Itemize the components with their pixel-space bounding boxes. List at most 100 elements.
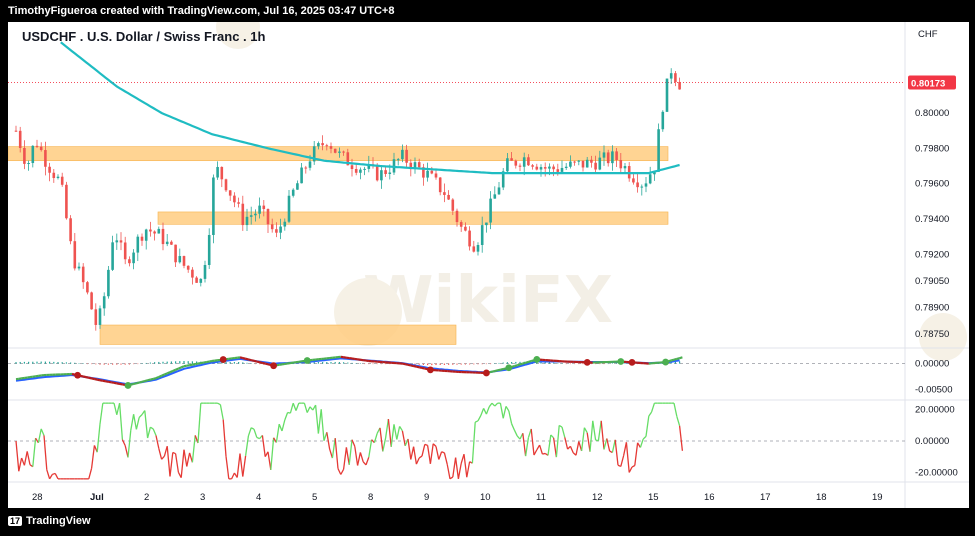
- oscillator-segment: [603, 438, 608, 450]
- oscillator-segment: [511, 423, 515, 431]
- oscillator-segment: [614, 439, 619, 466]
- candle-body: [132, 252, 135, 264]
- macd-histogram-bar: [372, 363, 374, 365]
- macd-signal-segment: [497, 368, 501, 372]
- candle-body: [602, 152, 606, 158]
- macd-histogram-bar: [418, 363, 420, 365]
- macd-histogram-bar: [149, 362, 151, 364]
- macd-histogram-bar: [485, 363, 487, 365]
- macd-histogram-bar: [154, 362, 156, 364]
- oscillator-segment: [384, 418, 390, 439]
- macd-signal-segment: [85, 376, 90, 379]
- candle-body: [375, 164, 379, 181]
- candle-body: [317, 143, 320, 147]
- macd-signal-segment: [264, 362, 269, 366]
- tradingview-chart[interactable]: WikiFX CHF 0.80000 0.79800 0.79600 0.79400 0.…: [8, 22, 969, 508]
- time-tick-label: 12: [592, 492, 603, 503]
- oscillator-segment: [113, 403, 118, 415]
- macd-histogram-bar: [338, 362, 340, 364]
- oscillator-segment: [401, 430, 406, 447]
- oscillator-segment: [463, 454, 468, 478]
- oscillator-segment: [295, 402, 300, 411]
- candle-body: [73, 241, 77, 269]
- candle-body: [350, 165, 354, 169]
- oscillator-segment: [99, 403, 104, 425]
- macd-signal-segment: [413, 365, 417, 368]
- candle-body: [573, 161, 576, 163]
- macd-histogram-bar: [443, 363, 445, 365]
- macd-signal-segment: [511, 365, 515, 368]
- candle-body: [678, 81, 681, 90]
- macd-cross-up-dot: [303, 357, 311, 364]
- macd-histogram-bar: [616, 363, 618, 364]
- macd-histogram-bar: [553, 362, 555, 364]
- oscillator-segment: [303, 402, 308, 413]
- oscillator-segment: [54, 473, 59, 480]
- sr-zone: [157, 211, 669, 225]
- oscillator-segment: [150, 426, 154, 430]
- candle-body: [585, 159, 589, 168]
- macd-signal-segment: [239, 356, 244, 360]
- candle-body: [359, 169, 362, 173]
- macd-histogram-bar: [548, 362, 550, 364]
- macd-histogram-bar: [254, 363, 256, 365]
- oscillator-segment: [558, 424, 563, 428]
- candle-body: [23, 147, 26, 164]
- oscillator-segment: [217, 402, 221, 406]
- oscillator-segment: [323, 432, 328, 441]
- macd-signal-segment: [119, 382, 123, 386]
- macd-histogram-bar: [40, 361, 42, 364]
- candle-body: [39, 146, 43, 151]
- candle-body: [632, 178, 635, 183]
- candle-body: [174, 244, 177, 263]
- macd-histogram-bar: [15, 362, 17, 364]
- price-tick-label: 0.80000: [915, 108, 949, 119]
- time-tick-label: 11: [536, 492, 546, 503]
- oscillator-segment: [20, 457, 26, 466]
- candle-body: [254, 213, 257, 216]
- macd-histogram-bar: [498, 362, 500, 364]
- macd-signal-segment: [519, 362, 524, 366]
- macd-histogram-bar: [259, 363, 261, 365]
- candle-body: [354, 168, 358, 173]
- tradingview-logo[interactable]: 17 TradingView: [8, 515, 91, 527]
- macd-signal-segment: [152, 377, 157, 380]
- macd-histogram-bar: [137, 363, 139, 365]
- macd-histogram-bar: [217, 362, 219, 364]
- price-tick-label: 0.78750: [915, 329, 949, 340]
- oscillator-segment: [267, 451, 272, 471]
- candle-body: [648, 174, 652, 184]
- candle-body: [300, 167, 303, 184]
- oscillator-segment: [337, 468, 342, 475]
- macd-histogram-bar: [364, 363, 366, 365]
- candle-body: [405, 149, 408, 163]
- macd-histogram-bar: [313, 362, 315, 364]
- oscillator-segment: [326, 432, 331, 450]
- macd-histogram-bar: [99, 363, 101, 365]
- candle-body: [636, 182, 639, 188]
- macd-signal-segment: [163, 372, 168, 376]
- chart-area[interactable]: WikiFX CHF 0.80000 0.79800 0.79600 0.79400 0.…: [8, 22, 969, 508]
- oscillator-segment: [642, 435, 647, 440]
- oscillator-segment: [18, 457, 23, 472]
- macd-signal-segment: [96, 378, 101, 382]
- macd-cross-up-dot: [662, 358, 669, 366]
- oscillator-segment: [359, 452, 364, 462]
- candle-body: [107, 269, 110, 297]
- candle-body: [514, 160, 518, 166]
- macd-histogram-bar: [574, 363, 576, 365]
- bottom-bar: [0, 508, 975, 536]
- macd-histogram-bar: [477, 363, 479, 365]
- oscillator-segment: [231, 472, 235, 480]
- macd-signal-segment: [256, 360, 260, 364]
- oscillator-segment: [130, 414, 135, 431]
- sr-zone: [99, 324, 457, 345]
- macd-histogram-bar: [607, 363, 609, 365]
- oscillator-segment: [645, 415, 650, 437]
- candle-body: [401, 149, 404, 160]
- macd-signal-segment: [88, 376, 92, 380]
- top-bar: TimothyFigueroa created with TradingView…: [0, 0, 975, 22]
- macd-histogram-bar: [53, 361, 55, 364]
- candle-body: [186, 265, 190, 270]
- watermark-logo-icon: [919, 313, 967, 361]
